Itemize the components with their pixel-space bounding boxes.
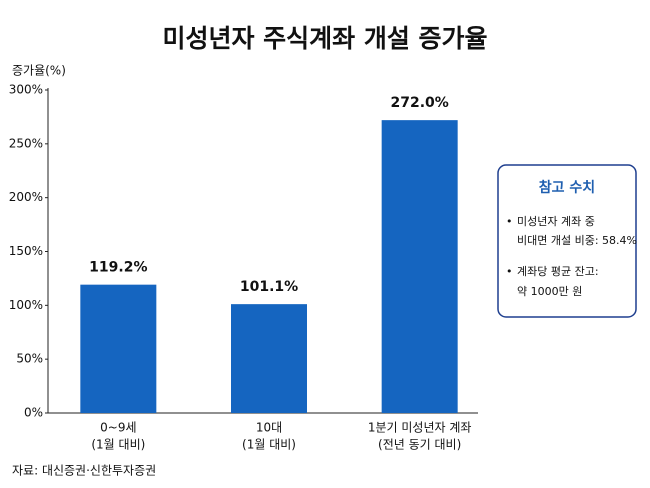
x-tick-label: (전년 동기 대비) — [378, 438, 461, 452]
y-tick-label: 0% — [24, 406, 43, 420]
bullet: • — [506, 215, 513, 228]
x-tick-label: (1월 대비) — [91, 438, 145, 452]
bar — [80, 284, 157, 413]
value-label: 272.0% — [391, 95, 449, 111]
chart-title: 미성년자 주식계좌 개설 증가율 — [162, 24, 487, 53]
x-tick-label: (1월 대비) — [242, 438, 296, 452]
y-tick-label: 250% — [9, 136, 43, 150]
box-item: 비대면 개설 비중: 58.4% — [517, 234, 637, 247]
box-frame — [497, 164, 637, 318]
x-tick-label: 10대 — [256, 421, 282, 435]
bar — [231, 304, 307, 413]
box-item: 미성년자 계좌 중 — [517, 215, 595, 228]
value-label: 101.1% — [240, 279, 298, 295]
value-label: 119.2% — [89, 260, 147, 276]
reference-box: 참고 수치 • 미성년자 계좌 중 비대면 개설 비중: 58.4% • 계좌당… — [497, 164, 637, 318]
source: 자료: 대신증권·신한투자증권 — [12, 464, 156, 478]
x-tick-label: 0~9세 — [100, 421, 136, 435]
box-item: 약 1000만 원 — [517, 284, 582, 298]
y-tick-label: 200% — [9, 190, 43, 204]
x-tick-label: 1분기 미성년자 계좌 — [368, 421, 472, 435]
bullet: • — [506, 265, 513, 278]
y-tick-label: 150% — [9, 244, 43, 258]
box-title: 참고 수치 — [539, 180, 595, 196]
y-axis-label: 증가율(%) — [12, 64, 66, 78]
y-tick-label: 50% — [16, 352, 43, 366]
y-tick-label: 300% — [9, 83, 43, 97]
y-tick-label: 100% — [9, 298, 43, 312]
bar — [381, 120, 458, 413]
box-item: 계좌당 평균 잔고: — [517, 265, 599, 278]
